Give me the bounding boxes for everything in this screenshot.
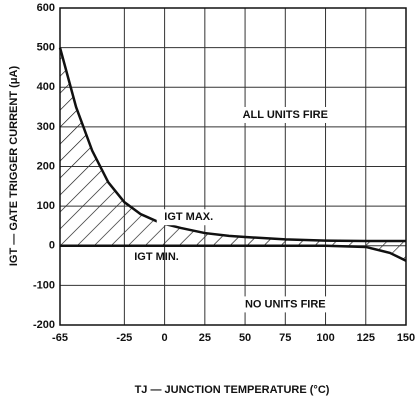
x-tick-label: 150 — [397, 332, 415, 344]
y-tick-label: 600 — [37, 2, 55, 14]
y-axis-title: IGT — GATE TRIGGER CURRENT (μA) — [8, 66, 20, 267]
y-tick-label: 500 — [37, 42, 55, 54]
annotation: ALL UNITS FIRE — [243, 109, 328, 121]
series-line — [58, 47, 406, 243]
x-tick-label: 100 — [316, 332, 334, 344]
label-background — [232, 296, 338, 313]
y-tick-label: 400 — [37, 81, 55, 93]
y-tick-label: 0 — [49, 240, 55, 252]
x-tick-label: 25 — [199, 332, 211, 344]
x-tick-label: 125 — [357, 332, 375, 344]
label-background — [230, 106, 341, 123]
x-tick-label: 0 — [162, 332, 168, 344]
x-tick-label: 50 — [239, 332, 251, 344]
series-line — [60, 244, 407, 262]
x-tick-label: 75 — [279, 332, 291, 344]
y-tick-label: 100 — [37, 200, 55, 212]
x-axis-title: TJ — JUNCTION TEMPERATURE (°C) — [135, 384, 330, 396]
series-label: IGT MAX. — [164, 211, 213, 223]
x-tick-label: -65 — [52, 332, 68, 344]
y-tick-label: 200 — [37, 160, 55, 172]
hatched-region — [60, 47, 406, 261]
annotation: NO UNITS FIRE — [245, 298, 326, 310]
plot-frame — [59, 7, 407, 326]
x-tick-label: -25 — [116, 332, 132, 344]
y-tick-label: -200 — [33, 319, 55, 331]
y-tick-label: 300 — [37, 121, 55, 133]
series-label: IGT MIN. — [134, 251, 179, 263]
label-background — [156, 209, 221, 226]
y-tick-label: -100 — [33, 279, 55, 291]
